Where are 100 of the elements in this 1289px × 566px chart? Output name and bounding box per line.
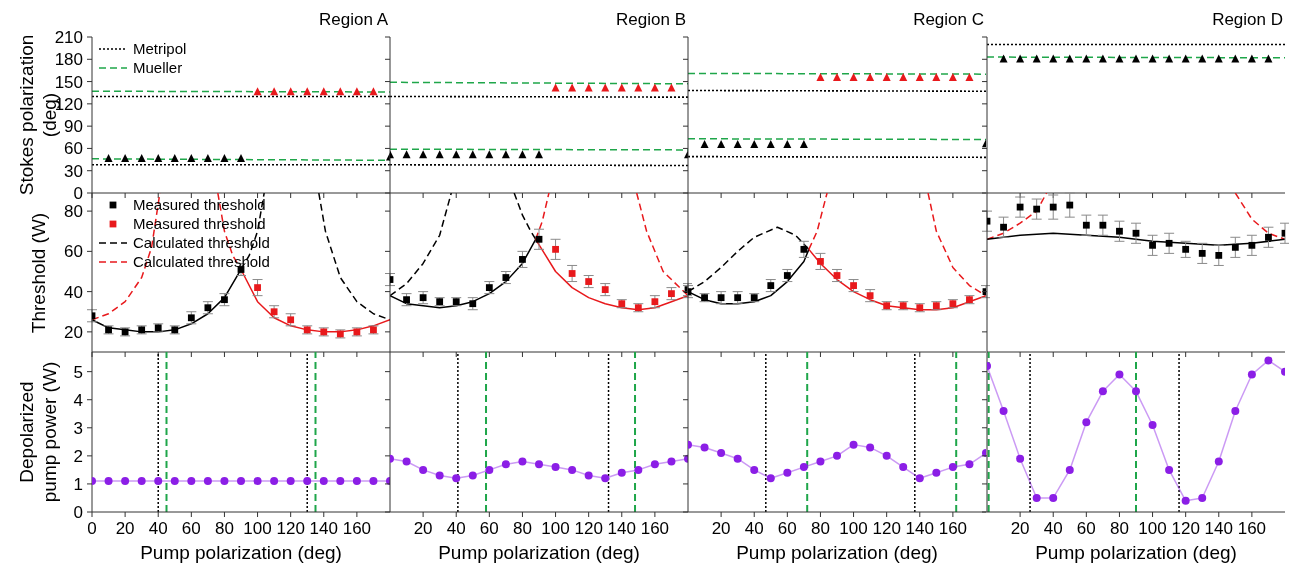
x-tick-label: 140	[309, 519, 338, 538]
point	[866, 443, 875, 452]
point	[766, 474, 775, 483]
point	[1149, 241, 1156, 249]
point	[237, 154, 245, 163]
point	[1082, 418, 1091, 427]
x-tick-label: 120	[276, 519, 305, 538]
point	[1182, 245, 1190, 253]
x-tick-label: 160	[342, 519, 372, 538]
point	[816, 457, 825, 466]
point	[1215, 251, 1223, 259]
y-tick-label: 60	[64, 242, 83, 262]
y-tick-label: 80	[64, 202, 83, 222]
x-tick-label: 160	[640, 519, 670, 538]
point	[336, 87, 345, 96]
point	[1116, 227, 1123, 235]
point	[519, 256, 526, 263]
legend-label: Metripol	[133, 39, 187, 58]
x-tick-label: 100	[839, 519, 868, 538]
point	[1231, 406, 1240, 415]
x-tick-label: 140	[607, 519, 636, 538]
point	[1165, 465, 1174, 474]
point	[435, 471, 444, 480]
point	[1033, 205, 1041, 213]
x-tick-label: 0	[87, 519, 97, 538]
x-tick-label: 160	[938, 519, 968, 538]
point	[584, 471, 593, 480]
point	[833, 451, 841, 460]
y-tick-label: 20	[64, 322, 83, 342]
x-tick-label: 40	[446, 519, 466, 538]
y-tick-label: 180	[54, 50, 83, 70]
point	[1065, 465, 1074, 474]
x-tick-label: 120	[1171, 519, 1200, 538]
x-tick-label: 20	[115, 519, 135, 538]
point	[1264, 356, 1273, 365]
point	[1165, 239, 1173, 247]
x-axis-title: Pump polarization (deg)	[735, 542, 939, 564]
point	[121, 154, 130, 163]
point	[270, 87, 279, 96]
point	[799, 463, 808, 472]
point	[468, 471, 477, 480]
point	[485, 465, 494, 474]
point	[601, 474, 610, 483]
point	[501, 460, 510, 469]
x-axis-title: Pump polarization (deg)	[437, 542, 641, 564]
point	[1049, 493, 1058, 502]
x-tick-label: 20	[1010, 519, 1030, 538]
point	[104, 154, 113, 163]
y-tick-label: 0	[73, 184, 83, 203]
point	[535, 460, 543, 469]
point	[485, 284, 493, 291]
point	[352, 87, 361, 96]
point	[617, 468, 626, 477]
point	[1115, 370, 1124, 379]
point	[800, 245, 808, 253]
y-tick-label: 210	[54, 28, 83, 47]
point	[1082, 221, 1090, 229]
y-tick-label: 90	[64, 117, 83, 137]
x-tick-label: 100	[541, 519, 570, 538]
point	[915, 474, 924, 483]
x-tick-label: 120	[872, 519, 901, 538]
y-tick-label: 5	[73, 362, 83, 382]
point	[833, 272, 841, 279]
point	[1000, 223, 1007, 231]
x-tick-label: 80	[214, 519, 234, 538]
point	[253, 87, 262, 96]
point	[502, 274, 510, 281]
x-tick-label: 140	[1204, 519, 1233, 538]
point	[1214, 457, 1223, 466]
point	[552, 245, 559, 253]
point	[1132, 229, 1140, 237]
x-tick-label: 80	[810, 519, 830, 538]
x-tick-label: 100	[1138, 519, 1167, 538]
point	[1198, 493, 1207, 502]
point	[1032, 493, 1041, 502]
point	[1098, 387, 1107, 396]
point	[750, 465, 759, 474]
point	[1066, 201, 1074, 209]
point	[817, 258, 824, 265]
x-tick-label: 20	[711, 519, 731, 538]
point	[948, 463, 957, 472]
chart-title: Region C	[913, 10, 984, 30]
point	[1247, 370, 1256, 379]
point	[783, 468, 792, 477]
x-tick-label: 140	[905, 519, 934, 538]
point	[700, 443, 709, 452]
point	[667, 457, 676, 466]
y-tick-label: 4	[73, 390, 83, 410]
point	[369, 87, 378, 96]
chart-title: Region D	[1212, 10, 1283, 30]
point	[286, 87, 295, 96]
legend-label: Mueller	[133, 58, 183, 77]
point	[965, 460, 974, 469]
point	[419, 465, 428, 474]
x-tick-label: 120	[574, 519, 603, 538]
x-tick-label: 160	[1237, 519, 1267, 538]
point	[999, 406, 1008, 415]
x-tick-label: 80	[1109, 519, 1129, 538]
legend-label: Calculated threshold	[133, 252, 270, 271]
x-tick-label: 60	[777, 519, 797, 538]
